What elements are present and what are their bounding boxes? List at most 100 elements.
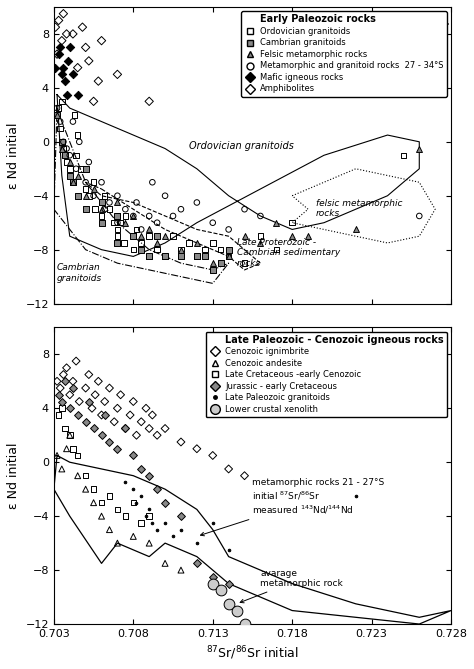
Point: [241, 619, 248, 630]
Point: [91, 389, 99, 400]
Point: [74, 191, 82, 201]
Point: [146, 504, 153, 514]
Point: [177, 524, 185, 535]
Point: [273, 244, 280, 255]
Point: [63, 143, 70, 154]
Point: [60, 143, 67, 154]
Point: [90, 191, 97, 201]
Point: [137, 244, 145, 255]
Point: [58, 396, 65, 407]
Point: [85, 157, 92, 167]
Text: felsic metamorphic
rocks: felsic metamorphic rocks: [316, 199, 402, 218]
Point: [193, 538, 201, 549]
Point: [61, 423, 69, 434]
Point: [114, 538, 121, 549]
Point: [106, 204, 113, 215]
Point: [66, 163, 73, 174]
Point: [106, 490, 113, 501]
Point: [193, 237, 201, 248]
Point: [161, 497, 169, 508]
Point: [225, 224, 232, 235]
Point: [74, 470, 82, 481]
Point: [74, 450, 82, 461]
Point: [82, 204, 90, 215]
Point: [146, 231, 153, 242]
Point: [256, 211, 264, 221]
Point: [66, 430, 73, 441]
Point: [98, 430, 105, 441]
Point: [53, 450, 61, 461]
Point: [98, 204, 105, 215]
Point: [98, 217, 105, 228]
Point: [64, 56, 72, 66]
Point: [209, 578, 217, 589]
Point: [193, 251, 201, 262]
Point: [101, 396, 109, 407]
Point: [148, 177, 156, 187]
Point: [233, 605, 240, 616]
Point: [53, 49, 61, 60]
Point: [74, 130, 82, 140]
Point: [114, 504, 121, 514]
Point: [416, 143, 423, 154]
Point: [241, 258, 248, 268]
Point: [106, 524, 113, 535]
Point: [114, 237, 121, 248]
Point: [74, 170, 82, 181]
Point: [82, 484, 90, 494]
Point: [177, 204, 185, 215]
Point: [225, 251, 232, 262]
Point: [58, 136, 65, 147]
Point: [52, 62, 59, 73]
Point: [209, 217, 217, 228]
Point: [201, 244, 209, 255]
Point: [209, 237, 217, 248]
Point: [161, 191, 169, 201]
Point: [146, 224, 153, 235]
Point: [74, 409, 82, 420]
Point: [73, 150, 80, 161]
Point: [133, 197, 140, 208]
Point: [58, 403, 65, 413]
Point: [114, 69, 121, 80]
Point: [98, 211, 105, 221]
Point: [169, 211, 177, 221]
Point: [185, 237, 193, 248]
Point: [69, 29, 77, 39]
Point: [129, 231, 137, 242]
Text: avarage
metamorphic rock: avarage metamorphic rock: [240, 569, 343, 603]
Point: [55, 103, 63, 114]
Point: [110, 416, 118, 427]
Point: [82, 383, 90, 393]
Point: [121, 423, 129, 434]
Point: [177, 511, 185, 522]
Point: [142, 403, 150, 413]
Point: [73, 163, 80, 174]
Point: [241, 470, 248, 481]
Point: [288, 231, 296, 242]
Point: [114, 444, 121, 454]
Point: [225, 578, 232, 589]
Point: [161, 423, 169, 434]
Point: [75, 396, 83, 407]
Point: [154, 524, 161, 535]
Point: [400, 150, 407, 161]
Point: [137, 237, 145, 248]
Point: [209, 264, 217, 275]
Point: [98, 197, 105, 208]
Point: [60, 369, 67, 380]
Point: [146, 251, 153, 262]
Point: [154, 237, 161, 248]
Legend: Late Paleozoic - Cenozoic igneous rocks, Cenozoic ignimbrite, Cenozoic andesite,: Late Paleozoic - Cenozoic igneous rocks,…: [206, 332, 447, 417]
Point: [161, 231, 169, 242]
Point: [121, 204, 129, 215]
Point: [129, 211, 137, 221]
Point: [304, 231, 312, 242]
Point: [58, 464, 65, 474]
Point: [82, 184, 90, 195]
Point: [146, 251, 153, 262]
Point: [106, 197, 113, 208]
Point: [193, 444, 201, 454]
Text: Cambrian
granitoids: Cambrian granitoids: [57, 264, 102, 283]
Y-axis label: ε Nd initial: ε Nd initial: [7, 442, 20, 509]
